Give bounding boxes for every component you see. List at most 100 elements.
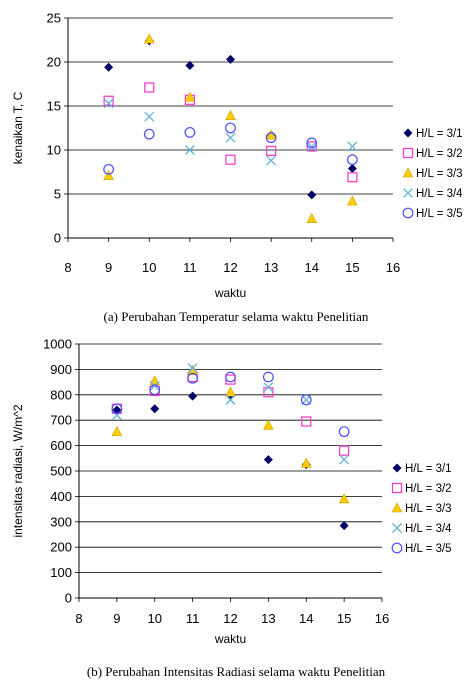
x-tick-label: 12: [223, 611, 237, 626]
x-tick-label: 13: [264, 260, 278, 275]
x-tick-label: 9: [105, 260, 112, 275]
data-point-series-5: [306, 137, 318, 149]
data-point-series-2: [347, 172, 358, 183]
data-point-series-4: [225, 132, 236, 143]
data-point-series-1: [104, 62, 114, 72]
data-point-series-3: [347, 195, 358, 206]
y-tick-label: 0: [65, 591, 72, 606]
legend-label-4: H/L = 3/4: [416, 188, 463, 200]
data-point-series-1: [339, 521, 349, 531]
x-tick-label: 14: [305, 260, 319, 275]
data-point-series-2: [263, 387, 274, 398]
figure-caption: (b) Perubahan Intensitas Radiasi selama …: [87, 664, 386, 679]
legend-marker-2: [402, 147, 414, 159]
legend-label-1: H/L = 3/1: [416, 128, 463, 140]
legend-marker-1: [392, 463, 402, 473]
data-point-series-3: [263, 419, 274, 430]
data-point-series-1: [185, 61, 195, 71]
data-point-series-2: [225, 154, 236, 165]
y-tick-label: 900: [50, 362, 72, 377]
data-point-series-5: [225, 122, 236, 134]
x-tick-label: 12: [223, 260, 237, 275]
data-point-series-3: [265, 129, 277, 140]
x-tick-label: 9: [113, 611, 120, 626]
y-tick-label: 400: [50, 489, 72, 504]
data-point-series-1: [150, 404, 160, 414]
data-point-series-4: [263, 382, 274, 393]
y-tick-label: 10: [47, 143, 61, 158]
data-point-series-5: [300, 394, 312, 406]
temperature-chart: 0 5 10 15 20 25 8 9 10 11 12 13 14 15 16 waktu kenaikan …: [11, 11, 463, 325]
y-tick-label: 1000: [43, 337, 72, 352]
data-point-series-5: [346, 154, 358, 166]
data-point-series-2: [103, 95, 114, 106]
data-point-series-1: [226, 54, 235, 64]
y-axis-label: kenaikan T, C: [11, 91, 25, 164]
x-tick-label: 11: [183, 260, 197, 275]
data-point-series-3: [306, 213, 318, 223]
y-tick-label: 500: [50, 464, 72, 479]
y-tick-label: 800: [50, 387, 72, 402]
data-point-series-2: [144, 82, 155, 93]
x-tick-label: 10: [142, 260, 156, 275]
legend-label-5: H/L = 3/5: [405, 543, 452, 555]
data-point-series-1: [188, 391, 198, 401]
data-point-series-3: [225, 386, 236, 397]
data-point-series-2: [266, 145, 277, 156]
data-point-series-4: [149, 380, 160, 391]
data-point-series-4: [266, 155, 277, 166]
legend-label-2: H/L = 3/2: [405, 483, 452, 495]
y-tick-label: 200: [50, 540, 72, 555]
y-tick-label: 100: [50, 565, 72, 580]
x-tick-label: 14: [299, 611, 313, 626]
y-tick-label: 25: [47, 11, 61, 26]
data-point-series-3: [338, 493, 350, 504]
y-tick-label: 0: [54, 231, 61, 246]
y-axis-label: intensitas radiasi, W/m^2: [11, 404, 25, 537]
x-tick-label: 8: [64, 260, 71, 275]
radiation-chart: 0 100 200 300 400 500 600 700 800 900 1000 8 9 10 11 12…: [11, 337, 452, 680]
y-tick-label: 600: [50, 438, 72, 453]
data-point-series-2: [306, 141, 317, 152]
data-point-series-3: [184, 91, 196, 102]
x-tick-label: 15: [337, 611, 351, 626]
legend-marker-1: [403, 128, 413, 138]
legend-label-4: H/L = 3/4: [405, 523, 452, 535]
data-point-series-5: [103, 163, 115, 175]
data-point-series-4: [347, 141, 358, 152]
x-tick-label: 10: [148, 611, 162, 626]
data-point-series-5: [262, 371, 274, 383]
legend-label-3: H/L = 3/3: [416, 168, 463, 180]
legend-marker-3: [402, 167, 414, 178]
data-point-series-2: [301, 416, 312, 427]
x-tick-label: 11: [186, 611, 200, 626]
data-point-series-3: [143, 33, 155, 44]
data-point-series-3: [103, 169, 114, 180]
x-axis-label: waktu: [214, 286, 246, 300]
legend-marker-2: [391, 482, 403, 494]
x-tick-label: 16: [375, 611, 389, 626]
figure-caption: (a) Perubahan Temperatur selama waktu Pe…: [104, 309, 369, 324]
data-point-series-5: [265, 132, 277, 144]
data-point-series-3: [225, 110, 236, 120]
legend-label-1: H/L = 3/1: [405, 463, 452, 475]
x-tick-label: 13: [261, 611, 275, 626]
data-point-series-3: [300, 457, 312, 468]
legend-label-2: H/L = 3/2: [416, 148, 463, 160]
data-point-series-4: [225, 394, 236, 405]
legend-label-5: H/L = 3/5: [416, 208, 463, 220]
legend-marker-4: [403, 188, 413, 198]
legend-marker-5: [402, 207, 414, 219]
legend-marker-3: [391, 502, 403, 513]
data-point-series-1: [347, 163, 357, 173]
x-tick-label: 15: [345, 260, 359, 275]
data-point-series-4: [306, 141, 317, 152]
data-point-series-4: [103, 98, 114, 109]
data-point-series-4: [144, 111, 155, 122]
data-point-series-3: [111, 425, 123, 436]
data-point-series-5: [338, 426, 350, 438]
y-tick-label: 5: [54, 187, 61, 202]
data-point-series-4: [184, 145, 195, 155]
data-point-series-4: [339, 454, 350, 465]
